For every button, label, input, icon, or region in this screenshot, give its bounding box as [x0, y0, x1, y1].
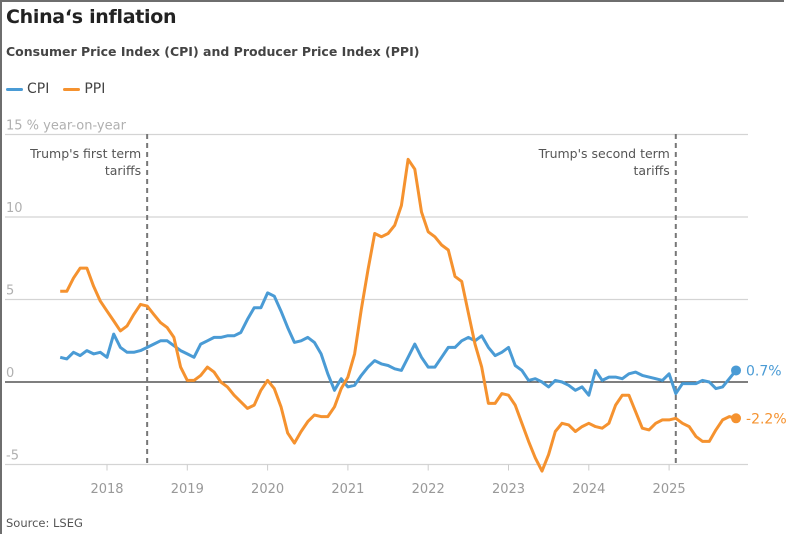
legend-item-cpi: CPI [6, 81, 49, 97]
series-line-ppi [60, 157, 737, 473]
legend: CPI PPI [6, 81, 105, 97]
series-line-cpi [59, 291, 738, 397]
legend-swatch-cpi [6, 87, 23, 91]
tariff-annotation-label: tariffs [633, 163, 669, 178]
x-tick-label: 2018 [90, 482, 123, 497]
end-label-cpi: 0.7% [746, 363, 782, 379]
y-tick-label: -5 [6, 449, 19, 464]
legend-label-cpi: CPI [27, 81, 50, 97]
chart-subtitle: Consumer Price Index (CPI) and Producer … [6, 44, 420, 59]
chart-title: China‘s inflation [6, 6, 177, 28]
end-point-ppi [731, 413, 742, 424]
legend-item-ppi: PPI [63, 81, 105, 97]
x-tick-label: 2025 [653, 482, 686, 497]
y-tick-label: 5 [6, 284, 14, 299]
end-point-cpi [731, 365, 742, 376]
tariff-annotation-label: tariffs [105, 163, 141, 178]
x-tick-label: 2020 [251, 482, 284, 497]
tariff-annotation-label: Trump's second term [538, 146, 670, 161]
y-tick-label: 10 [6, 201, 23, 216]
x-tick-label: 2023 [492, 482, 525, 497]
tariff-annotation-label: Trump's first term [29, 146, 141, 161]
y-tick-label: 15 % year-on-year [6, 119, 127, 134]
x-tick-label: 2019 [171, 482, 204, 497]
legend-label-ppi: PPI [84, 81, 106, 97]
legend-swatch-ppi [63, 87, 81, 91]
x-tick-label: 2024 [572, 482, 605, 497]
x-tick-label: 2021 [331, 482, 364, 497]
x-tick-label: 2022 [412, 482, 445, 497]
end-label-ppi: -2.2% [746, 411, 786, 427]
source-note: Source: LSEG [6, 516, 83, 530]
y-tick-label: 0 [6, 366, 14, 381]
